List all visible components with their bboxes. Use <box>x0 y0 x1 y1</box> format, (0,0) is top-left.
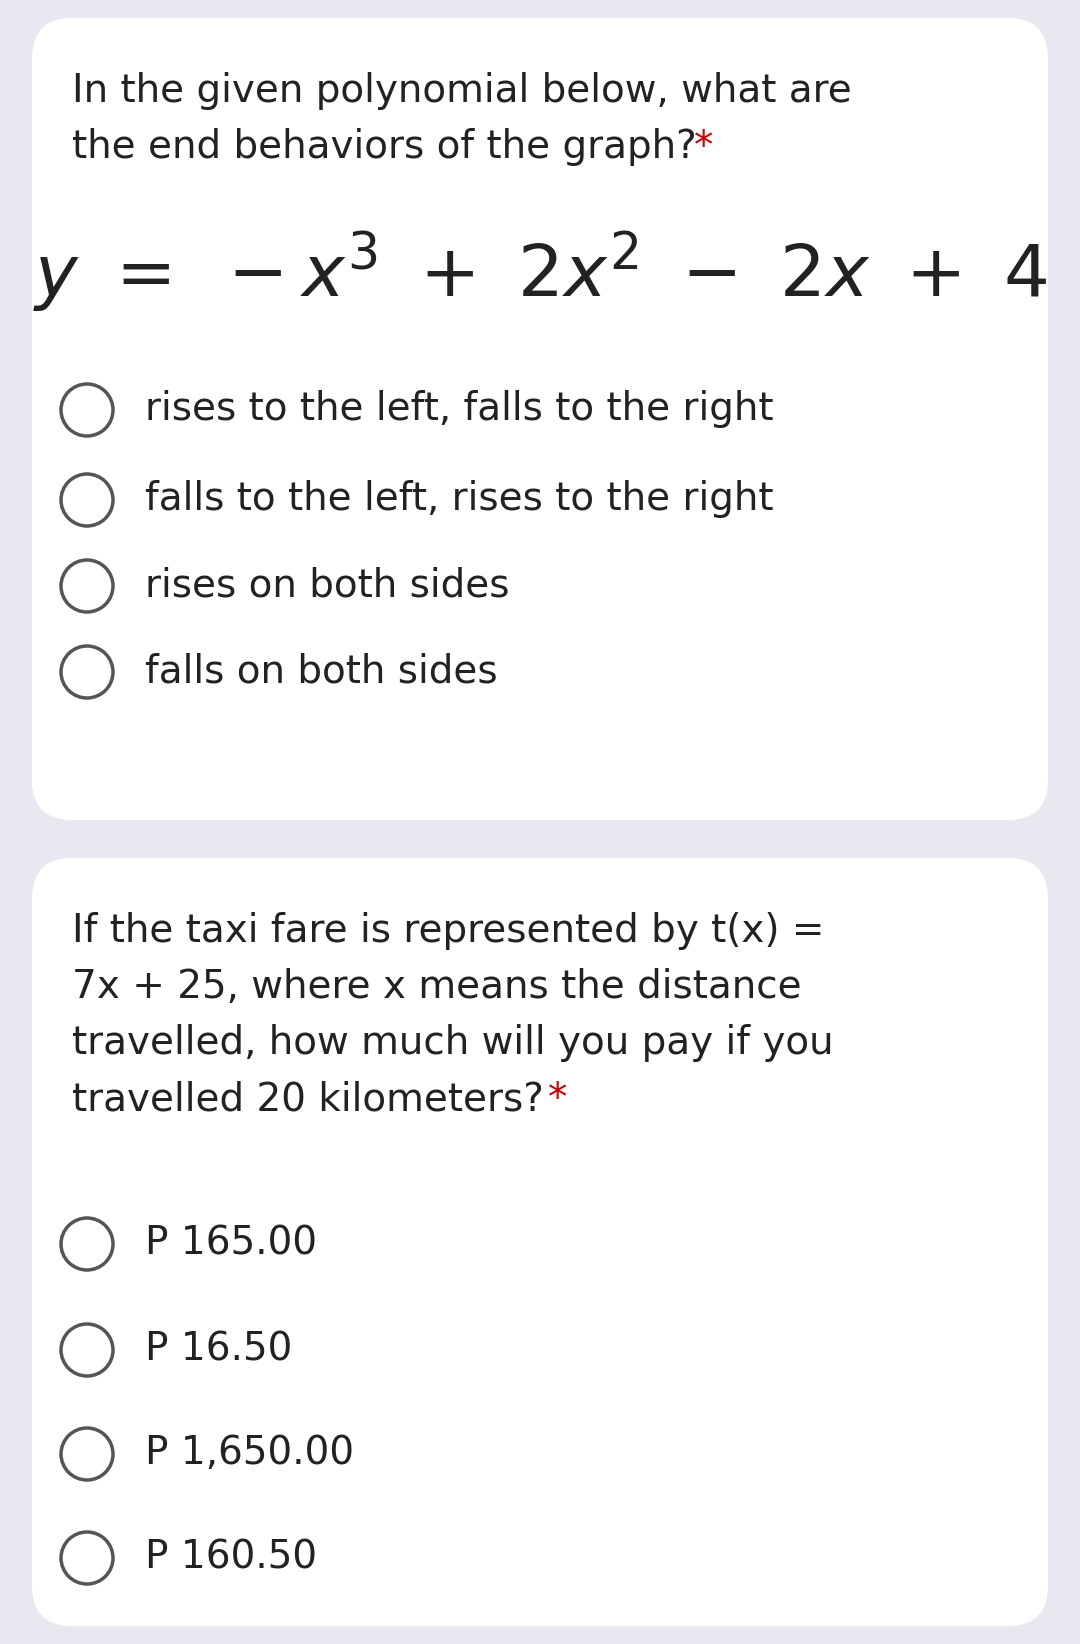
Text: the end behaviors of the graph?: the end behaviors of the graph? <box>72 128 697 166</box>
Text: *: * <box>694 128 714 166</box>
Text: P 1,650.00: P 1,650.00 <box>145 1434 354 1471</box>
FancyBboxPatch shape <box>32 858 1048 1626</box>
Text: rises to the left, falls to the right: rises to the left, falls to the right <box>145 390 773 427</box>
FancyBboxPatch shape <box>32 18 1048 820</box>
Text: P 165.00: P 165.00 <box>145 1225 318 1263</box>
Text: travelled 20 kilometers?: travelled 20 kilometers? <box>72 1080 544 1118</box>
Text: rises on both sides: rises on both sides <box>145 566 510 603</box>
Text: $y\ =\ -x^3\ +\ 2x^2\ -\ 2x\ +\ 4$: $y\ =\ -x^3\ +\ 2x^2\ -\ 2x\ +\ 4$ <box>32 230 1048 316</box>
Text: In the given polynomial below, what are: In the given polynomial below, what are <box>72 72 852 110</box>
Text: If the taxi fare is represented by t(x) =: If the taxi fare is represented by t(x) … <box>72 912 824 950</box>
Text: 7x + 25, where x means the distance: 7x + 25, where x means the distance <box>72 968 801 1006</box>
Text: falls to the left, rises to the right: falls to the left, rises to the right <box>145 480 773 518</box>
Text: falls on both sides: falls on both sides <box>145 653 498 690</box>
Text: travelled, how much will you pay if you: travelled, how much will you pay if you <box>72 1024 834 1062</box>
Text: P 160.50: P 160.50 <box>145 1539 318 1577</box>
Text: P 16.50: P 16.50 <box>145 1330 293 1368</box>
Text: *: * <box>548 1080 567 1118</box>
